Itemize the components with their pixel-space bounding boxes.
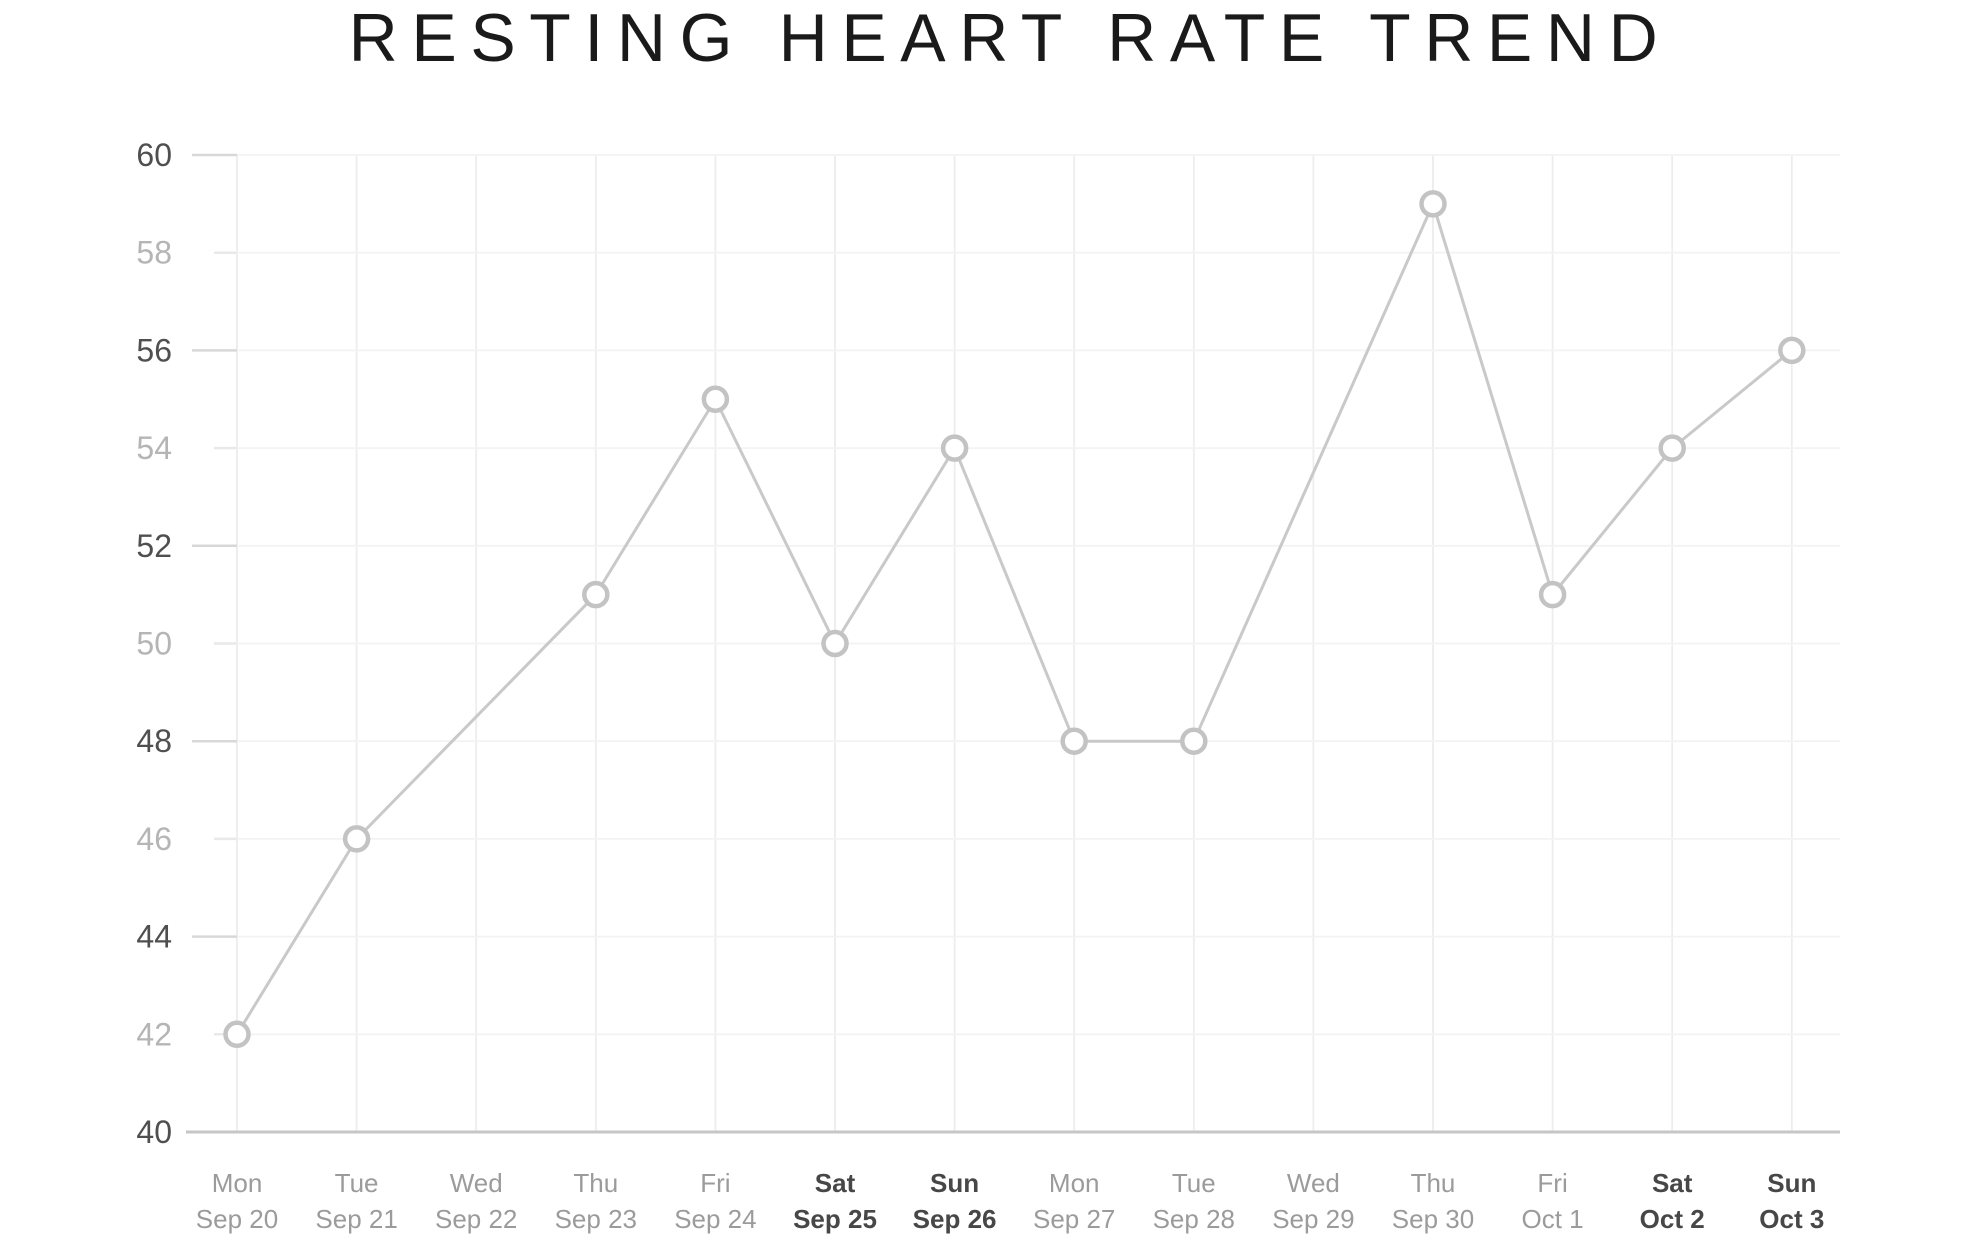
x-axis-label-date: Sep 21 — [315, 1204, 397, 1234]
x-axis-label-date: Sep 28 — [1153, 1204, 1235, 1234]
x-axis-label-weekday: Thu — [1411, 1168, 1456, 1198]
y-axis-label: 40 — [136, 1114, 172, 1150]
data-point-marker — [1060, 727, 1088, 755]
x-axis-label-date: Sep 22 — [435, 1204, 517, 1234]
x-axis-label-weekday: Wed — [450, 1168, 503, 1198]
y-axis-label: 42 — [136, 1016, 172, 1052]
data-point-marker — [1419, 190, 1447, 218]
y-axis-label: 44 — [136, 919, 172, 955]
data-point-marker — [1180, 727, 1208, 755]
chart-title: RESTING HEART RATE TREND — [348, 0, 1672, 76]
x-axis-label-weekday: Mon — [212, 1168, 263, 1198]
y-axis-label: 58 — [136, 235, 172, 271]
y-axis-label: 56 — [136, 332, 172, 368]
data-point-marker — [821, 629, 849, 658]
x-axis-label-date: Sep 20 — [196, 1204, 278, 1234]
y-axis-label: 52 — [136, 528, 172, 564]
data-point-marker — [223, 1020, 251, 1049]
x-axis-label-date: Sep 27 — [1033, 1204, 1115, 1234]
data-point-marker — [582, 580, 610, 609]
x-axis-label-date: Oct 3 — [1759, 1204, 1824, 1234]
x-axis-label-weekday: Sun — [930, 1168, 979, 1198]
x-axis-label-weekday: Tue — [335, 1168, 379, 1198]
x-axis-label-weekday: Wed — [1287, 1168, 1340, 1198]
x-axis-label-date: Sep 29 — [1272, 1204, 1354, 1234]
x-axis-label-date: Sep 25 — [793, 1204, 877, 1234]
x-axis-label-weekday: Fri — [700, 1168, 730, 1198]
data-point-marker — [1778, 336, 1806, 365]
data-point-marker — [1538, 580, 1567, 609]
x-axis-label-weekday: Sun — [1767, 1168, 1816, 1198]
x-axis-label-date: Sep 23 — [555, 1204, 637, 1234]
x-axis-label-weekday: Sat — [1652, 1168, 1693, 1198]
x-axis-label-weekday: Mon — [1049, 1168, 1100, 1198]
x-axis-label-date: Sep 24 — [674, 1204, 756, 1234]
data-point-marker — [701, 385, 730, 413]
y-axis-label: 46 — [136, 821, 172, 857]
x-axis-label-date: Sep 30 — [1392, 1204, 1474, 1234]
y-axis-label: 54 — [136, 430, 172, 466]
data-point-marker — [342, 825, 371, 853]
data-point-marker — [940, 434, 969, 462]
x-axis-label-date: Oct 2 — [1640, 1204, 1705, 1234]
y-axis-label: 60 — [136, 137, 172, 173]
heart-rate-line — [235, 202, 1794, 1036]
data-point-marker — [1658, 434, 1686, 462]
x-axis-label-weekday: Thu — [573, 1168, 618, 1198]
x-axis-label-weekday: Sat — [815, 1168, 856, 1198]
y-axis-label: 50 — [136, 626, 172, 662]
x-axis-label-date: Oct 1 — [1522, 1204, 1584, 1234]
x-axis-label-date: Sep 26 — [913, 1204, 997, 1234]
x-axis-label-weekday: Fri — [1537, 1168, 1567, 1198]
y-axis-label: 48 — [136, 723, 172, 759]
x-axis-label-weekday: Tue — [1172, 1168, 1216, 1198]
